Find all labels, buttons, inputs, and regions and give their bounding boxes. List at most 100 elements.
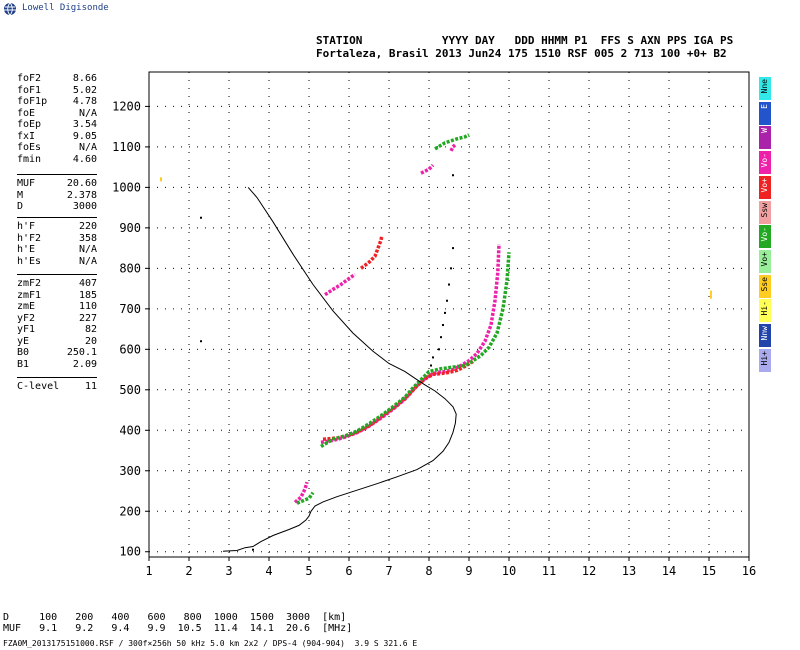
echo-trace bbox=[420, 163, 435, 175]
param-value: 407 bbox=[78, 278, 97, 289]
x-tick-label: 6 bbox=[345, 564, 352, 578]
echo-dot bbox=[450, 267, 452, 270]
param-label: yF1 bbox=[17, 324, 36, 335]
y-tick-label: 200 bbox=[119, 504, 141, 518]
echo-dot bbox=[438, 348, 440, 351]
param-label: M bbox=[17, 189, 24, 201]
param-value: 8.66 bbox=[72, 73, 97, 84]
x-tick-label: 13 bbox=[622, 564, 636, 578]
legend-item: Vo- bbox=[759, 225, 771, 249]
echo-trace bbox=[359, 235, 384, 270]
legend-label: Vo- bbox=[760, 227, 769, 242]
echo-trace bbox=[434, 133, 470, 151]
param-value: N/A bbox=[78, 255, 97, 267]
echo-dot bbox=[442, 324, 444, 327]
param-label: h'F bbox=[17, 221, 36, 232]
param-row: foF2 8.66 bbox=[17, 73, 97, 84]
param-value: 110 bbox=[78, 301, 97, 312]
param-row: MUF 20.60 bbox=[17, 178, 97, 189]
app-title: Lowell Digisonde bbox=[22, 3, 109, 13]
param-value: 250.1 bbox=[66, 347, 97, 358]
param-row: C-level 11 bbox=[17, 381, 97, 392]
param-row: M 2.378 bbox=[17, 190, 97, 201]
param-row: fmin 4.60 bbox=[17, 154, 97, 165]
echo-dot bbox=[252, 548, 254, 551]
y-tick-label: 1100 bbox=[112, 140, 141, 154]
echo-dot bbox=[440, 336, 442, 339]
param-value: 220 bbox=[78, 221, 97, 232]
param-label: B1 bbox=[17, 358, 30, 370]
echo-dot bbox=[200, 340, 202, 343]
param-row: yE 20 bbox=[17, 336, 97, 347]
param-value: 20 bbox=[84, 335, 97, 347]
legend-item: Nne bbox=[759, 77, 771, 100]
echo-trace bbox=[296, 491, 315, 505]
x-tick-label: 1 bbox=[145, 564, 152, 578]
param-label: foEp bbox=[17, 119, 42, 130]
x-tick-label: 11 bbox=[542, 564, 556, 578]
param-row: h'Es N/A bbox=[17, 256, 97, 267]
echo-trace bbox=[320, 244, 501, 445]
y-tick-label: 300 bbox=[119, 464, 141, 478]
legend-item: Vo+ bbox=[759, 249, 771, 273]
param-value: 82 bbox=[84, 324, 97, 335]
globe-icon bbox=[4, 2, 16, 16]
distance-row: D 100 200 400 600 800 1000 1500 3000 [km… bbox=[3, 612, 347, 623]
y-tick-label: 600 bbox=[119, 342, 141, 356]
legend-item: Vo- bbox=[759, 151, 771, 175]
legend-item: Hi- bbox=[759, 299, 771, 323]
echo-dot-colored bbox=[710, 290, 712, 295]
param-row: foEs N/A bbox=[17, 142, 97, 153]
legend-item: Ssw bbox=[759, 200, 771, 224]
param-value: 358 bbox=[78, 232, 97, 244]
param-label: foEs bbox=[17, 142, 42, 153]
y-tick-label: 800 bbox=[119, 261, 141, 275]
x-tick-label: 14 bbox=[662, 564, 676, 578]
param-row: zmF2 407 bbox=[17, 278, 97, 289]
param-row: foE N/A bbox=[17, 108, 97, 119]
echo-dot bbox=[452, 247, 454, 250]
echo-dot bbox=[432, 356, 434, 359]
param-row: zmE 110 bbox=[17, 301, 97, 312]
echo-dot bbox=[446, 299, 448, 302]
x-tick-label: 16 bbox=[742, 564, 756, 578]
param-separator bbox=[17, 217, 97, 218]
param-value: 20.60 bbox=[66, 178, 97, 189]
param-row: yF1 82 bbox=[17, 324, 97, 335]
legend-label: Hi- bbox=[760, 301, 769, 316]
param-value: 4.60 bbox=[72, 153, 97, 165]
y-tick-label: 100 bbox=[119, 545, 141, 559]
param-label: zmE bbox=[17, 301, 36, 312]
legend-label: Nnw bbox=[760, 326, 769, 341]
echo-trace bbox=[449, 143, 457, 152]
param-value: 2.378 bbox=[66, 189, 97, 201]
echo-dot bbox=[448, 283, 450, 286]
param-value: 5.02 bbox=[72, 84, 97, 96]
param-row: h'F 220 bbox=[17, 221, 97, 232]
echo-dot bbox=[444, 311, 446, 314]
param-value: 185 bbox=[78, 289, 97, 301]
param-label: foE bbox=[17, 107, 36, 119]
header-line-1: STATION YYYY DAY DDD HHMM P1 FFS S AXN P… bbox=[316, 34, 734, 47]
param-row: foF1p 4.78 bbox=[17, 96, 97, 107]
param-value: 11 bbox=[84, 381, 97, 392]
y-tick-label: 700 bbox=[119, 302, 141, 316]
param-label: fmin bbox=[17, 153, 42, 165]
x-tick-label: 3 bbox=[225, 564, 232, 578]
param-label: D bbox=[17, 201, 24, 212]
param-label: foF1 bbox=[17, 84, 42, 96]
legend-label: W bbox=[760, 128, 769, 134]
param-value: 227 bbox=[78, 312, 97, 324]
x-tick-label: 9 bbox=[465, 564, 472, 578]
legend-item: Nnw bbox=[759, 324, 771, 347]
legend-item: Hi+ bbox=[759, 348, 771, 372]
param-value: 3.54 bbox=[72, 119, 97, 130]
param-value: 3000 bbox=[72, 201, 97, 212]
x-tick-label: 4 bbox=[265, 564, 272, 578]
legend-item: Vo+ bbox=[759, 175, 771, 199]
y-tick-label: 400 bbox=[119, 423, 141, 437]
legend-label: E bbox=[760, 103, 769, 109]
header-line-2: Fortaleza, Brasil 2013 Jun24 175 1510 RS… bbox=[316, 47, 727, 60]
density-profile bbox=[222, 187, 457, 552]
echo-dot-colored bbox=[710, 294, 712, 299]
